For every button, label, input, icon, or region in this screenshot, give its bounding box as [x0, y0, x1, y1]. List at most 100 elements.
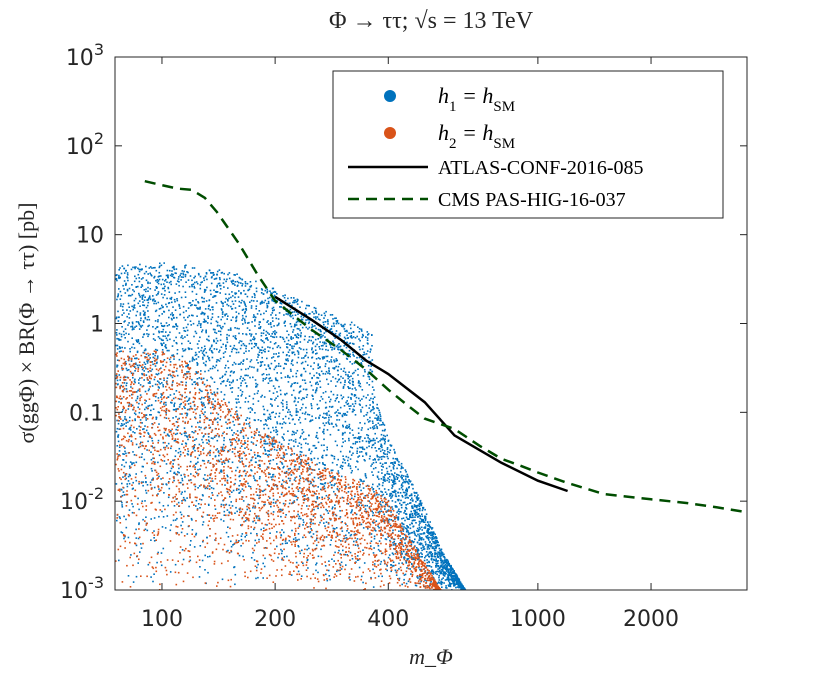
- scatter-point: [210, 376, 212, 379]
- scatter-point: [135, 277, 138, 280]
- scatter-point: [169, 331, 171, 334]
- scatter-point: [287, 430, 289, 432]
- scatter-point: [163, 342, 165, 344]
- scatter-point: [292, 389, 295, 392]
- scatter-point: [228, 504, 231, 507]
- scatter-point: [272, 392, 275, 394]
- scatter-point: [238, 281, 240, 284]
- scatter-point: [194, 281, 196, 284]
- scatter-point: [386, 455, 389, 458]
- scatter-point: [241, 284, 243, 287]
- scatter-point: [404, 542, 406, 544]
- scatter-point: [250, 284, 253, 287]
- scatter-point: [410, 573, 412, 575]
- scatter-point: [294, 382, 297, 384]
- scatter-point: [411, 516, 413, 519]
- scatter-point: [361, 348, 364, 350]
- scatter-point: [404, 491, 406, 494]
- scatter-point: [130, 360, 133, 362]
- scatter-point: [301, 412, 304, 415]
- scatter-point: [439, 557, 442, 559]
- scatter-point: [187, 515, 189, 517]
- scatter-point: [228, 272, 231, 274]
- scatter-point: [319, 319, 321, 321]
- scatter-point: [348, 405, 350, 407]
- scatter-point: [348, 371, 350, 373]
- scatter-point: [117, 320, 120, 322]
- scatter-point: [263, 396, 266, 398]
- scatter-point: [115, 278, 117, 280]
- scatter-point: [308, 313, 310, 315]
- scatter-point: [194, 416, 196, 419]
- scatter-point: [397, 477, 399, 479]
- scatter-point: [326, 448, 328, 451]
- scatter-point: [366, 350, 369, 352]
- scatter-point: [316, 387, 318, 389]
- scatter-point: [234, 274, 236, 276]
- scatter-point: [125, 384, 128, 387]
- scatter-point: [159, 262, 161, 265]
- scatter-point: [350, 454, 353, 456]
- scatter-point: [410, 532, 413, 534]
- scatter-point: [193, 304, 196, 306]
- scatter-point: [274, 377, 277, 379]
- scatter-point: [319, 348, 321, 350]
- scatter-point: [262, 318, 265, 321]
- scatter-point: [116, 298, 118, 301]
- scatter-point: [431, 527, 434, 529]
- scatter-point: [377, 422, 380, 425]
- scatter-point: [430, 566, 433, 568]
- scatter-point: [272, 331, 275, 333]
- scatter-point: [288, 422, 291, 424]
- scatter-point: [290, 297, 293, 299]
- scatter-point: [299, 335, 302, 338]
- scatter-point: [316, 403, 319, 406]
- scatter-point: [300, 332, 302, 334]
- scatter-point: [287, 468, 290, 470]
- scatter-point: [336, 464, 338, 466]
- scatter-point: [343, 345, 345, 347]
- scatter-point: [418, 555, 421, 558]
- scatter-point: [406, 518, 409, 520]
- scatter-point: [219, 377, 221, 380]
- scatter-point: [333, 325, 335, 327]
- scatter-point: [444, 579, 447, 581]
- scatter-point: [224, 373, 227, 376]
- scatter-point: [205, 329, 207, 332]
- scatter-point: [436, 560, 438, 562]
- scatter-point: [407, 580, 410, 583]
- scatter-point: [135, 266, 137, 268]
- scatter-point: [195, 371, 197, 373]
- scatter-point: [393, 478, 396, 481]
- scatter-point: [441, 581, 444, 584]
- scatter-point: [240, 524, 242, 526]
- scatter-point: [143, 428, 145, 430]
- scatter-point: [201, 438, 203, 441]
- scatter-point: [186, 408, 189, 411]
- scatter-point: [199, 545, 202, 547]
- scatter-point: [234, 327, 236, 329]
- scatter-point: [401, 483, 403, 486]
- scatter-point: [354, 533, 356, 535]
- scatter-point: [392, 466, 395, 468]
- scatter-point: [414, 512, 417, 514]
- scatter-point: [245, 423, 248, 425]
- scatter-point: [452, 572, 454, 575]
- scatter-point: [135, 575, 138, 578]
- scatter-point: [229, 387, 232, 390]
- scatter-point: [117, 434, 120, 436]
- scatter-point: [379, 440, 381, 442]
- scatter-point: [135, 528, 137, 531]
- scatter-point: [292, 301, 294, 304]
- scatter-point: [341, 445, 343, 448]
- scatter-point: [236, 327, 238, 330]
- scatter-point: [299, 437, 301, 439]
- scatter-point: [135, 537, 138, 539]
- scatter-point: [216, 391, 219, 394]
- scatter-point: [434, 536, 436, 539]
- scatter-point: [430, 543, 433, 545]
- scatter-point: [427, 537, 429, 540]
- scatter-point: [311, 415, 313, 418]
- scatter-point: [135, 286, 138, 288]
- scatter-point: [221, 376, 223, 379]
